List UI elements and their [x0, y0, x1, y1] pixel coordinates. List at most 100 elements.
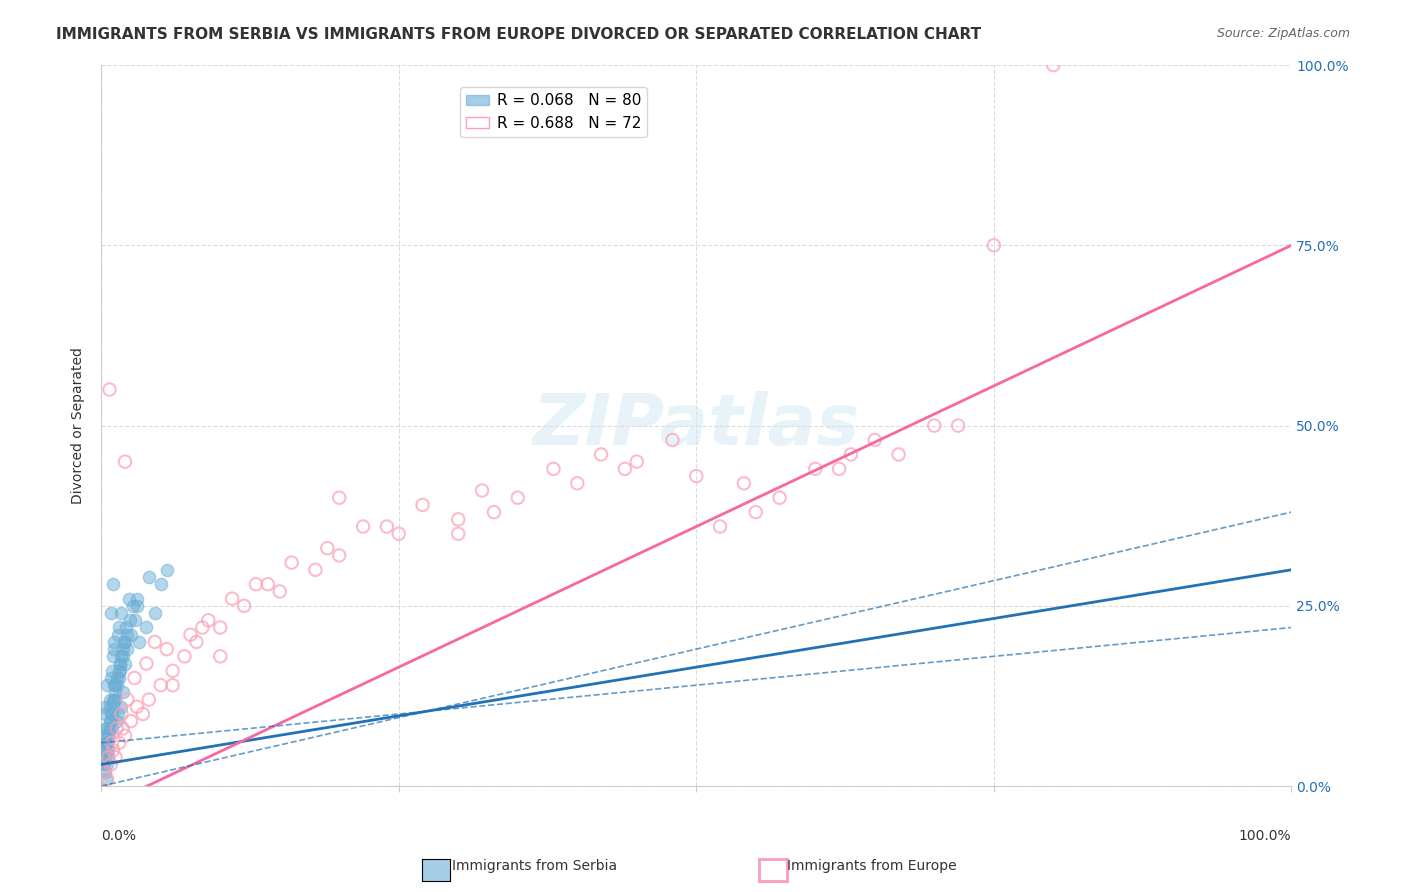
Point: [108, 671, 131, 685]
Point: [100, 671, 122, 685]
Point: [626, 455, 648, 469]
Point: [138, 570, 160, 584]
Point: [209, 649, 232, 664]
Point: [924, 418, 946, 433]
Point: [110, 657, 132, 671]
Point: [111, 722, 134, 736]
Point: [543, 462, 565, 476]
Point: [105, 678, 128, 692]
Point: [104, 685, 127, 699]
Point: [108, 736, 131, 750]
Text: ZIPatlas: ZIPatlas: [533, 391, 860, 460]
Point: [105, 722, 128, 736]
Point: [162, 678, 184, 692]
Text: Immigrants from Europe: Immigrants from Europe: [787, 859, 956, 872]
Point: [173, 649, 195, 664]
Point: [104, 692, 127, 706]
Point: [328, 549, 350, 563]
Point: [661, 433, 683, 447]
Point: [108, 620, 131, 634]
Point: [110, 664, 132, 678]
Text: 100.0%: 100.0%: [1239, 830, 1291, 843]
Point: [117, 628, 139, 642]
Point: [101, 649, 124, 664]
Point: [447, 512, 470, 526]
Point: [122, 599, 145, 613]
Point: [120, 628, 142, 642]
Text: Source: ZipAtlas.com: Source: ZipAtlas.com: [1216, 27, 1350, 40]
Point: [506, 491, 529, 505]
Point: [125, 699, 148, 714]
Point: [745, 505, 768, 519]
Point: [97, 729, 120, 743]
Point: [143, 635, 166, 649]
Point: [110, 649, 132, 664]
Point: [105, 671, 128, 685]
Point: [209, 620, 232, 634]
Point: [105, 714, 128, 729]
Point: [93, 743, 115, 757]
Y-axis label: Divorced or Separated: Divorced or Separated: [72, 347, 86, 504]
Point: [128, 635, 150, 649]
Point: [685, 469, 707, 483]
Point: [96, 736, 118, 750]
Point: [107, 628, 129, 642]
Text: IMMIGRANTS FROM SERBIA VS IMMIGRANTS FROM EUROPE DIVORCED OR SEPARATED CORRELATI: IMMIGRANTS FROM SERBIA VS IMMIGRANTS FRO…: [56, 27, 981, 42]
Point: [108, 664, 131, 678]
Point: [103, 692, 125, 706]
Point: [101, 736, 124, 750]
Point: [149, 577, 172, 591]
Point: [256, 577, 278, 591]
Point: [828, 462, 851, 476]
Point: [101, 664, 124, 678]
Point: [328, 491, 350, 505]
Point: [768, 491, 790, 505]
Point: [179, 628, 201, 642]
Point: [482, 505, 505, 519]
Point: [114, 657, 136, 671]
Point: [124, 613, 146, 627]
Point: [97, 729, 120, 743]
Point: [100, 706, 122, 721]
Point: [94, 764, 117, 779]
Point: [96, 736, 118, 750]
Point: [104, 750, 127, 764]
Point: [110, 699, 132, 714]
Point: [186, 635, 208, 649]
Point: [94, 736, 117, 750]
Point: [304, 563, 326, 577]
Point: [96, 722, 118, 736]
Point: [135, 620, 157, 634]
Point: [120, 714, 142, 729]
Point: [233, 599, 256, 613]
Point: [103, 678, 125, 692]
Point: [375, 519, 398, 533]
Point: [709, 519, 731, 533]
Point: [97, 750, 120, 764]
Point: [107, 706, 129, 721]
Point: [125, 599, 148, 613]
Point: [98, 722, 121, 736]
Point: [111, 649, 134, 664]
Point: [103, 635, 125, 649]
Point: [124, 671, 146, 685]
Point: [863, 433, 886, 447]
Point: [149, 678, 172, 692]
Point: [96, 757, 118, 772]
Point: [245, 577, 267, 591]
Point: [114, 635, 136, 649]
Point: [447, 526, 470, 541]
Point: [98, 692, 121, 706]
Point: [101, 706, 124, 721]
Point: [97, 743, 120, 757]
Point: [316, 541, 339, 556]
Point: [733, 476, 755, 491]
Point: [388, 526, 411, 541]
Point: [221, 591, 243, 606]
Point: [887, 447, 910, 461]
Point: [98, 714, 121, 729]
Point: [117, 692, 139, 706]
Point: [104, 678, 127, 692]
Point: [138, 692, 160, 706]
Point: [101, 577, 124, 591]
